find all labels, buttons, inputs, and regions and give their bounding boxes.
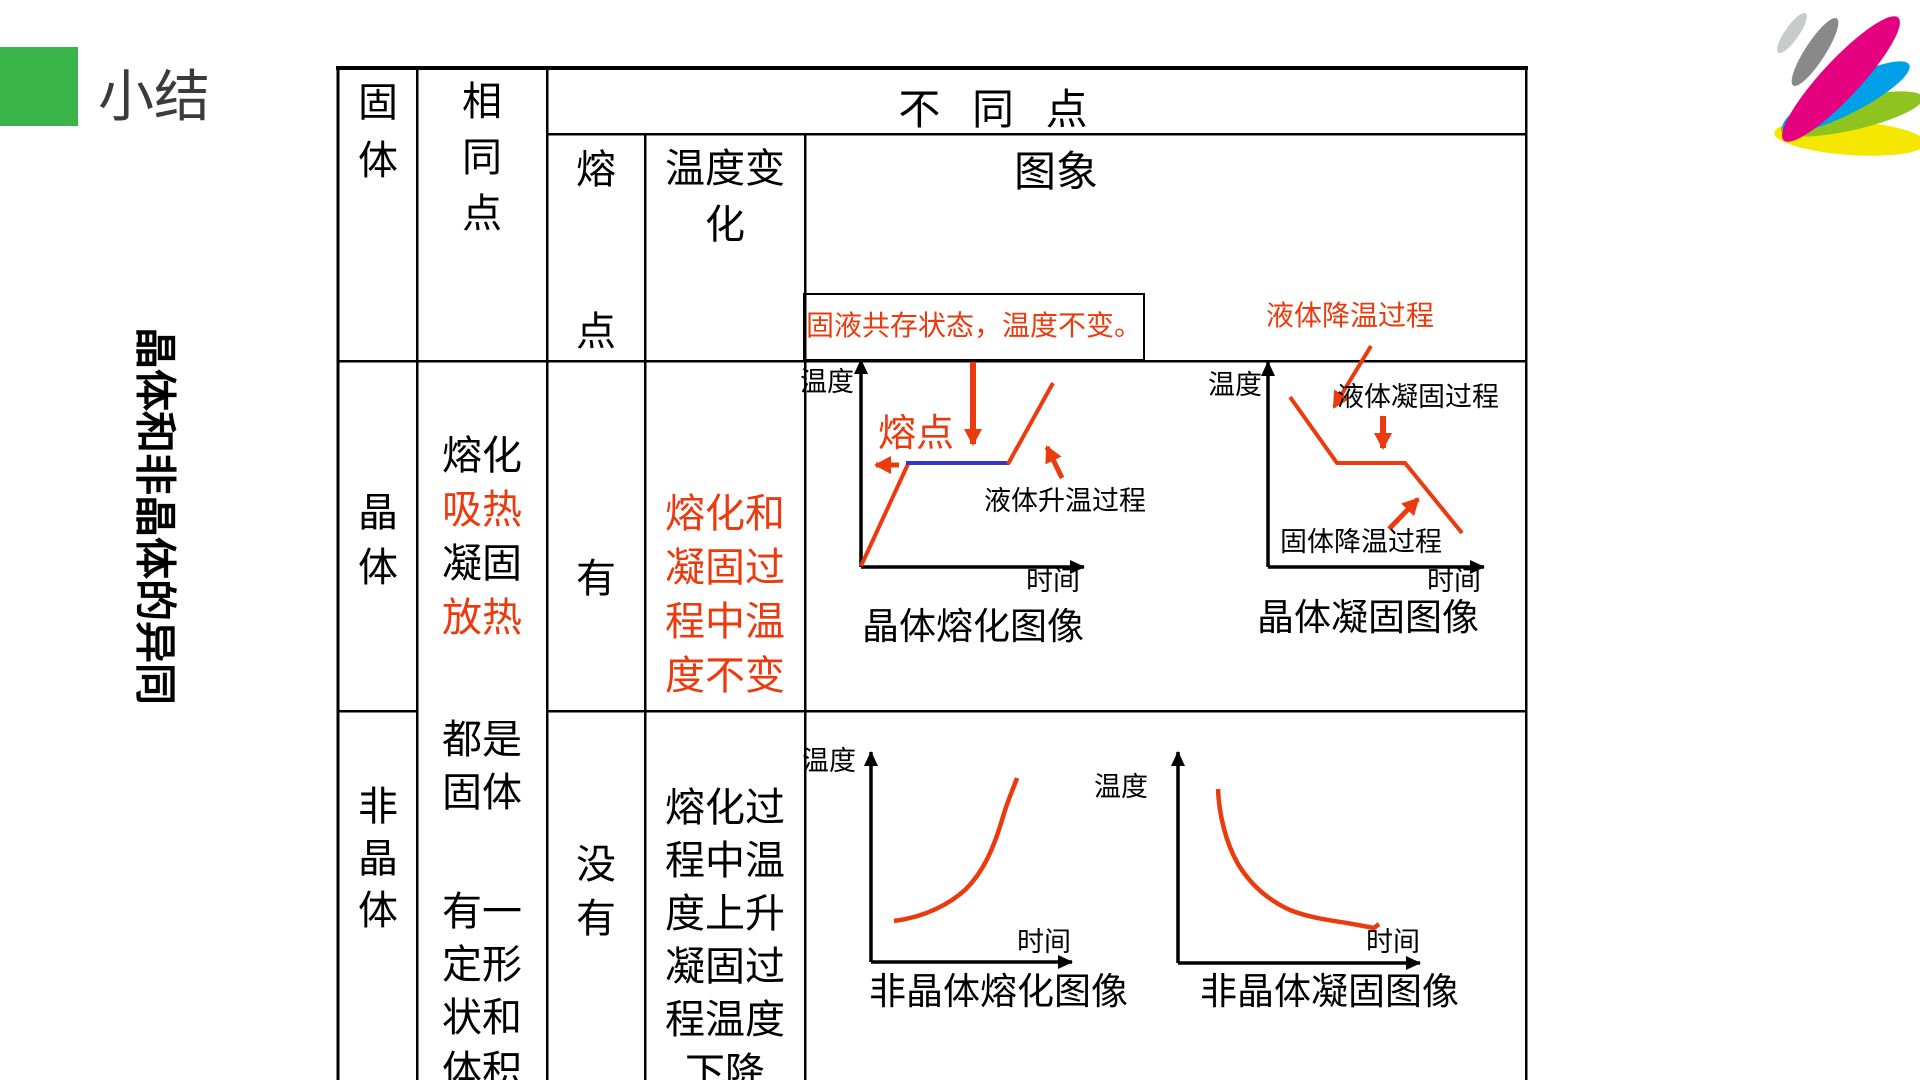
melting-point-label: 熔点 bbox=[878, 413, 955, 455]
coexistence-callout-box: 固液共存状态，温度不变。 bbox=[803, 293, 1145, 361]
cell-noncrystal-temp-change: 熔化过 程中温 度上升 凝固过 程温度 下降 bbox=[665, 786, 785, 1080]
coexistence-callout-text: 固液共存状态，温度不变。 bbox=[805, 310, 1142, 341]
g3-y-axis-label: 温度 bbox=[802, 746, 856, 776]
cell-crystal-has-melting-point: 有 bbox=[576, 557, 616, 601]
g4-y-axis-label: 温度 bbox=[1094, 772, 1148, 802]
g2-x-axis-label: 时间 bbox=[1427, 566, 1481, 596]
crystal-melting-caption: 晶体熔化图像 bbox=[862, 606, 1084, 647]
cell-noncrystal-no-melting-point: 没 有 bbox=[576, 843, 616, 941]
same-line-melt: 熔化 bbox=[442, 434, 522, 478]
liquid-heating-label: 液体升温过程 bbox=[984, 486, 1146, 516]
cell-same-both-solids: 都是 固体 bbox=[442, 718, 522, 815]
side-title-vertical: 晶体和非晶体的异同 bbox=[131, 326, 179, 706]
noncrystal-melting-caption: 非晶体熔化图像 bbox=[869, 971, 1128, 1012]
same-line-freeze: 凝固 bbox=[442, 542, 522, 586]
header-different-points: 不 同 点 bbox=[898, 86, 1098, 133]
g1-x-axis-label: 时间 bbox=[1026, 566, 1080, 596]
same-line-absorb-heat: 吸热 bbox=[442, 488, 522, 532]
solid-cooling-arrow bbox=[1387, 497, 1420, 531]
same-line-release-heat: 放热 bbox=[442, 596, 522, 640]
cell-same-melting-heat: 熔化 吸热 凝固 放热 bbox=[418, 429, 546, 645]
header-graph: 图象 bbox=[1013, 148, 1098, 195]
header-temp-change: 温度变 化 bbox=[665, 147, 785, 247]
leaf-fan-logo-icon bbox=[1774, 12, 1920, 156]
solid-cooling-label: 固体降温过程 bbox=[1280, 527, 1442, 557]
header-solid: 固 体 bbox=[358, 81, 398, 183]
liquid-freezing-label: 液体凝固过程 bbox=[1337, 382, 1499, 412]
header-melting-point-bottom: 点 bbox=[576, 310, 616, 354]
cell-non-crystal: 非 晶 体 bbox=[358, 785, 398, 933]
header-same-points: 相 同 点 bbox=[462, 80, 502, 236]
header-melting-point-top: 熔 bbox=[576, 148, 616, 192]
accent-square bbox=[0, 47, 78, 126]
crystal-melting-graph bbox=[854, 359, 1085, 574]
cell-crystal-temp-change: 熔化和 凝固过 程中温 度不变 bbox=[665, 492, 785, 698]
cell-same-fixed-shape-volume: 有一 定形 状和 体积 bbox=[442, 890, 522, 1080]
g1-y-axis-label: 温度 bbox=[800, 367, 854, 397]
crystal-freezing-caption: 晶体凝固图像 bbox=[1257, 597, 1479, 638]
noncrystal-freezing-caption: 非晶体凝固图像 bbox=[1200, 971, 1459, 1012]
g3-x-axis-label: 时间 bbox=[1017, 927, 1071, 957]
liquid-cooling-label: 液体降温过程 bbox=[1266, 300, 1435, 331]
g4-x-axis-label: 时间 bbox=[1366, 927, 1420, 957]
g2-y-axis-label: 温度 bbox=[1208, 370, 1262, 400]
liquid-heating-arrow bbox=[1044, 445, 1065, 480]
page-title: 小结 bbox=[98, 65, 210, 128]
cell-crystal: 晶 体 bbox=[358, 491, 398, 590]
